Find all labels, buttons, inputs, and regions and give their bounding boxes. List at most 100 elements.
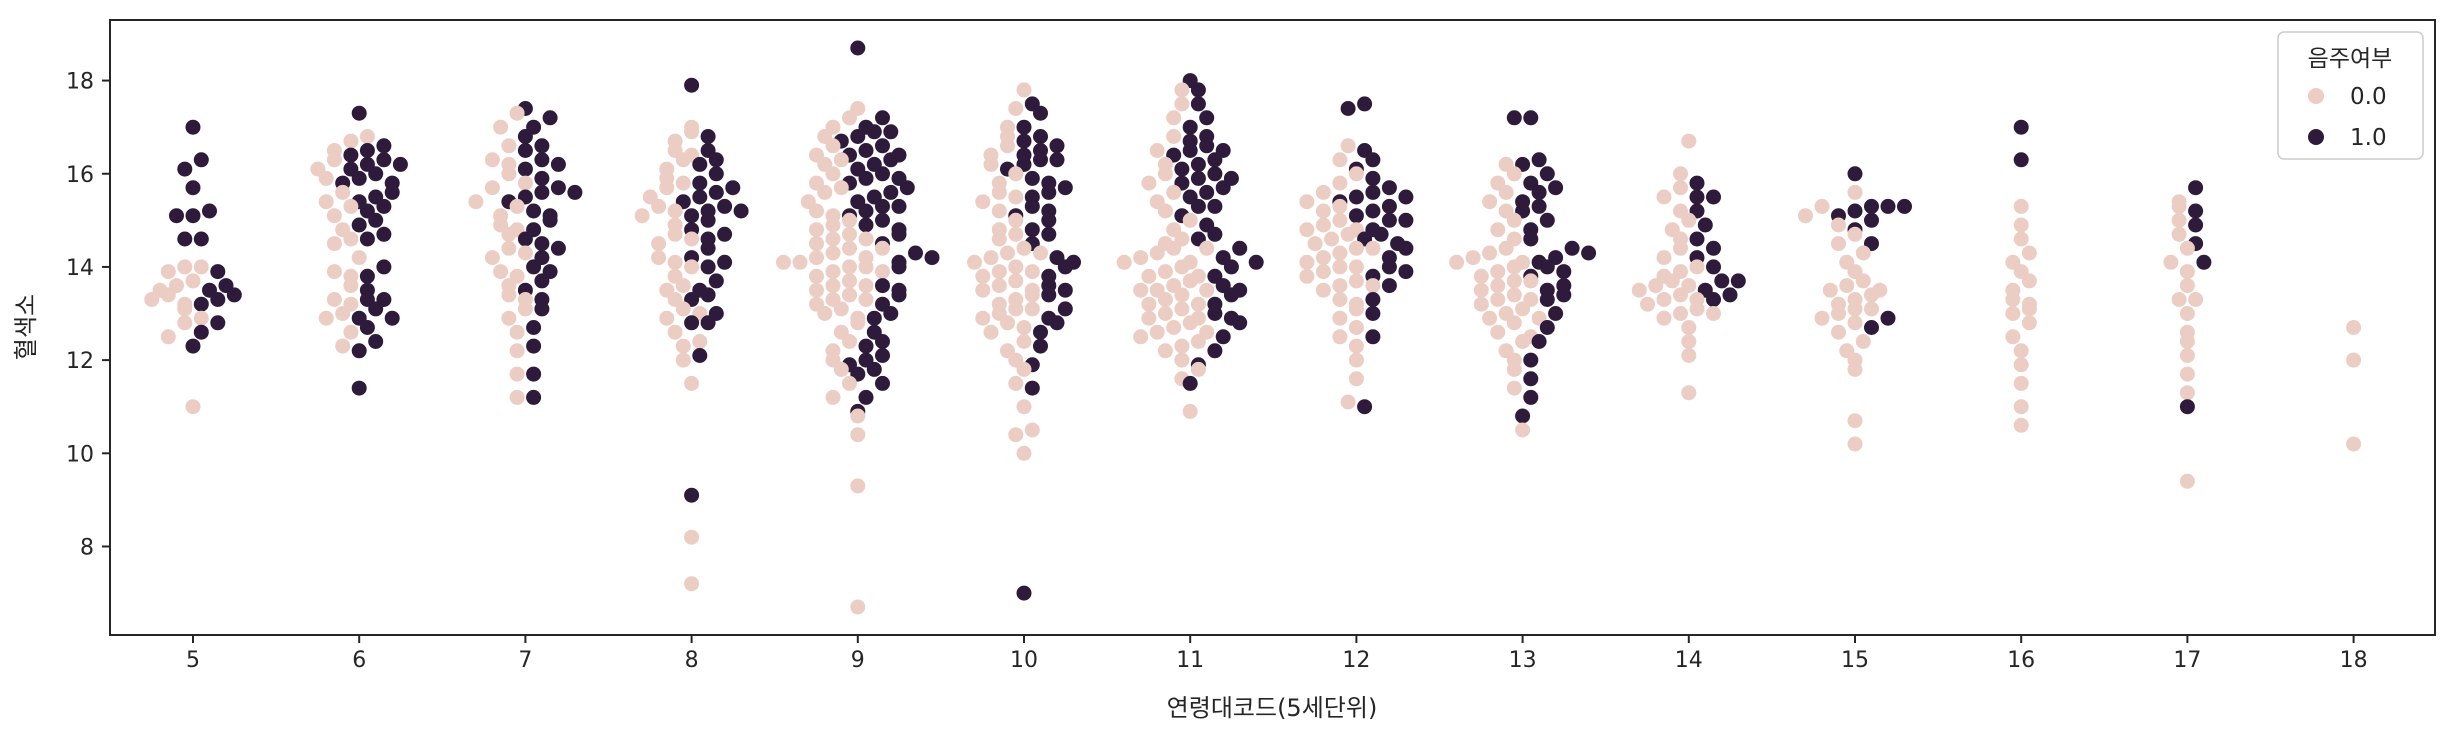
point-17-1.0 xyxy=(2188,217,2204,233)
point-11-0.0 xyxy=(1157,343,1173,359)
point-12-0.0 xyxy=(1348,273,1364,289)
point-10-0.0 xyxy=(1008,259,1024,275)
point-8-0.0 xyxy=(667,203,683,219)
point-9-1.0 xyxy=(875,278,890,294)
point-11-0.0 xyxy=(1157,203,1173,219)
point-11-1.0 xyxy=(1190,82,1206,98)
point-17-0.0 xyxy=(2188,292,2204,307)
point-11-1.0 xyxy=(1207,198,1223,214)
point-12-0.0 xyxy=(1348,371,1364,387)
point-12-0.0 xyxy=(1348,240,1364,256)
point-15-0.0 xyxy=(1814,198,1830,214)
point-15-1.0 xyxy=(1897,198,1912,214)
point-9-0.0 xyxy=(842,287,857,303)
point-14-0.0 xyxy=(1673,180,1688,196)
point-5-1.0 xyxy=(202,203,217,219)
point-15-0.0 xyxy=(1855,334,1871,349)
point-9-0.0 xyxy=(833,180,849,196)
point-8-0.0 xyxy=(684,259,700,275)
point-13-1.0 xyxy=(1539,292,1555,307)
point-9-0.0 xyxy=(825,245,841,261)
point-14-0.0 xyxy=(1706,306,1721,321)
point-11-0.0 xyxy=(1166,184,1182,200)
point-9-0.0 xyxy=(842,259,857,275)
point-14-0.0 xyxy=(1673,166,1688,182)
point-9-0.0 xyxy=(809,222,824,238)
point-14-0.0 xyxy=(1656,292,1672,307)
point-14-0.0 xyxy=(1689,301,1705,317)
point-6-0.0 xyxy=(326,292,342,307)
point-9-0.0 xyxy=(850,427,866,443)
point-13-1.0 xyxy=(1581,245,1597,261)
point-5-0.0 xyxy=(193,310,209,326)
point-11-0.0 xyxy=(1174,259,1190,275)
point-9-1.0 xyxy=(883,184,899,200)
point-12-0.0 xyxy=(1332,245,1348,261)
point-11-0.0 xyxy=(1141,310,1157,326)
point-7-1.0 xyxy=(517,143,533,158)
point-12-0.0 xyxy=(1348,259,1364,275)
point-9-1.0 xyxy=(891,226,907,242)
x-tick-label-18: 18 xyxy=(2340,648,2368,673)
point-8-0.0 xyxy=(684,375,700,391)
point-13-0.0 xyxy=(1506,287,1522,303)
point-11-0.0 xyxy=(1166,320,1182,335)
point-12-1.0 xyxy=(1381,198,1397,214)
point-17-0.0 xyxy=(2179,473,2195,489)
point-8-0.0 xyxy=(651,236,667,252)
point-7-1.0 xyxy=(534,170,550,186)
point-6-0.0 xyxy=(326,208,342,224)
point-9-1.0 xyxy=(866,310,882,326)
point-12-0.0 xyxy=(1365,240,1381,256)
point-15-1.0 xyxy=(1847,203,1863,219)
point-6-0.0 xyxy=(326,264,342,280)
point-17-0.0 xyxy=(2179,264,2195,280)
point-8-1.0 xyxy=(717,226,733,242)
point-9-1.0 xyxy=(908,245,923,261)
point-16-0.0 xyxy=(2021,273,2037,289)
point-10-0.0 xyxy=(1008,226,1024,242)
point-6-0.0 xyxy=(326,236,342,252)
point-10-0.0 xyxy=(1008,427,1024,443)
point-10-0.0 xyxy=(1000,245,1015,261)
point-8-1.0 xyxy=(725,180,741,196)
point-13-0.0 xyxy=(1515,334,1531,349)
point-10-1.0 xyxy=(1033,338,1048,354)
point-6-0.0 xyxy=(335,184,351,200)
point-16-0.0 xyxy=(2013,198,2029,214)
point-9-0.0 xyxy=(842,375,857,391)
point-5-1.0 xyxy=(169,208,184,224)
point-13-0.0 xyxy=(1490,278,1506,294)
point-10-0.0 xyxy=(1024,287,1040,303)
point-14-0.0 xyxy=(1681,320,1697,335)
point-15-0.0 xyxy=(1864,301,1879,317)
x-tick-label-8: 8 xyxy=(685,648,699,673)
point-7-0.0 xyxy=(501,166,517,182)
point-9-1.0 xyxy=(883,124,899,140)
point-13-0.0 xyxy=(1473,268,1489,284)
point-13-1.0 xyxy=(1556,264,1572,280)
point-10-1.0 xyxy=(1016,585,1032,601)
point-15-0.0 xyxy=(1847,413,1863,429)
point-17-1.0 xyxy=(2188,180,2204,196)
point-6-1.0 xyxy=(359,231,375,247)
point-9-1.0 xyxy=(875,375,890,391)
point-12-0.0 xyxy=(1332,212,1348,228)
point-12-0.0 xyxy=(1340,394,1356,410)
point-10-0.0 xyxy=(975,268,991,284)
point-11-1.0 xyxy=(1190,198,1206,214)
point-7-0.0 xyxy=(509,389,525,405)
point-10-0.0 xyxy=(991,278,1007,294)
point-10-0.0 xyxy=(1008,166,1024,182)
point-6-1.0 xyxy=(392,156,408,172)
point-13-1.0 xyxy=(1523,371,1539,387)
point-12-1.0 xyxy=(1381,259,1397,275)
point-9-0.0 xyxy=(825,166,841,182)
point-13-1.0 xyxy=(1539,166,1555,182)
point-8-1.0 xyxy=(684,77,700,93)
point-10-0.0 xyxy=(1016,320,1032,335)
point-13-0.0 xyxy=(1506,315,1522,331)
point-12-0.0 xyxy=(1348,320,1364,335)
y-axis-title: 혈색소 xyxy=(12,294,40,360)
point-7-1.0 xyxy=(542,212,558,228)
